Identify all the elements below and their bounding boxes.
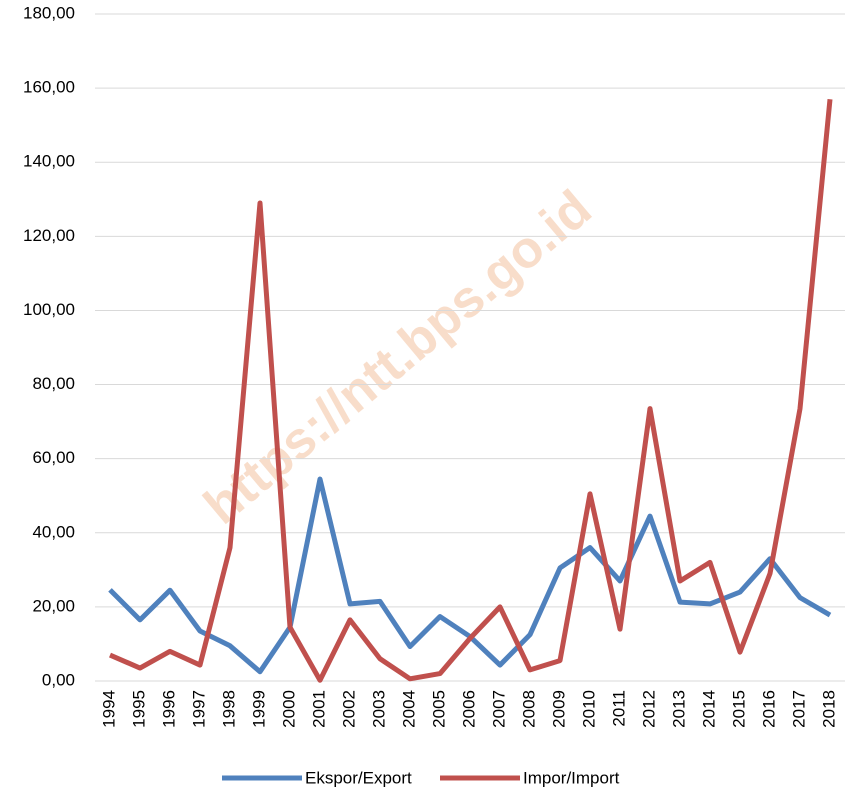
y-tick-label: 40,00 bbox=[32, 522, 75, 541]
plot: 0,00 20,00 40,00 60,00 80,00 100,00 120,00 140,… bbox=[23, 3, 845, 787]
y-tick-label: 80,00 bbox=[32, 374, 75, 393]
x-tick-label: 2017 bbox=[789, 690, 808, 728]
x-tick-label: 1996 bbox=[159, 690, 178, 728]
x-tick-label: 2006 bbox=[459, 690, 478, 728]
x-tick-label: 2015 bbox=[729, 690, 748, 728]
y-tick-label: 140,00 bbox=[23, 152, 75, 171]
x-tick-label: 1998 bbox=[219, 690, 238, 728]
y-tick-label: 60,00 bbox=[32, 448, 75, 467]
x-tick-label: 2012 bbox=[639, 690, 658, 728]
x-tick-label: 2016 bbox=[759, 690, 778, 728]
x-tick-label: 2009 bbox=[549, 690, 568, 728]
x-tick-label: 1999 bbox=[249, 690, 268, 728]
x-tick-label: 2002 bbox=[339, 690, 358, 728]
y-tick-label: 180,00 bbox=[23, 3, 75, 22]
x-tick-label: 2011 bbox=[609, 690, 628, 727]
y-tick-label: 120,00 bbox=[23, 226, 75, 245]
x-tick-label: 2014 bbox=[699, 690, 718, 728]
x-tick-label: 2001 bbox=[309, 690, 328, 728]
y-tick-label: 100,00 bbox=[23, 300, 75, 319]
legend-label: Ekspor/Export bbox=[305, 768, 412, 787]
x-tick-label: 2004 bbox=[399, 690, 418, 728]
y-tick-label: 0,00 bbox=[42, 670, 75, 689]
x-tick-label: 2003 bbox=[369, 690, 388, 728]
x-tick-label: 2013 bbox=[669, 690, 688, 728]
x-tick-label: 2007 bbox=[489, 690, 508, 728]
series-line bbox=[109, 98, 833, 683]
x-tick-label: 1997 bbox=[189, 690, 208, 728]
x-tick-label: 2005 bbox=[429, 690, 448, 728]
x-tick-label: 2008 bbox=[519, 690, 538, 728]
y-tick-label: 160,00 bbox=[23, 78, 75, 97]
x-tick-label: 2018 bbox=[819, 690, 838, 728]
x-tick-label: 1995 bbox=[129, 690, 148, 728]
x-tick-label: 2000 bbox=[279, 690, 298, 728]
legend-label: Impor/Import bbox=[523, 768, 620, 787]
watermark: https://ntt.bps.go.id bbox=[193, 179, 602, 535]
x-tick-label: 2010 bbox=[579, 690, 598, 728]
y-tick-label: 20,00 bbox=[32, 596, 75, 615]
x-tick-label: 1994 bbox=[99, 690, 118, 728]
